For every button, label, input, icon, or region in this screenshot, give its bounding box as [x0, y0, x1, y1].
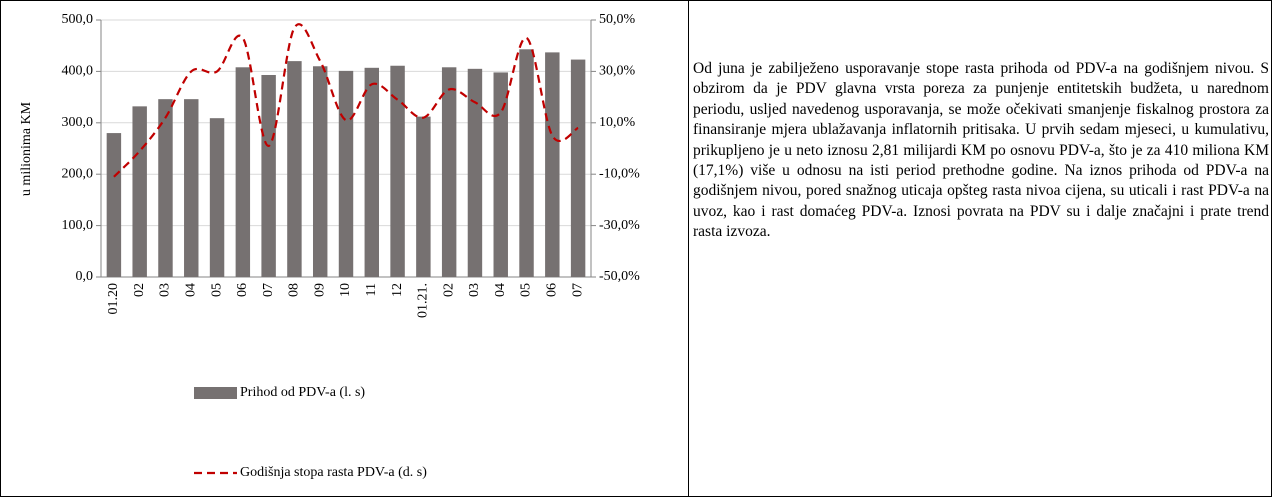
bar — [261, 74, 276, 277]
x-tick-label: 10 — [338, 283, 353, 297]
y-tick-label: 400,0 — [62, 64, 94, 79]
y2-tick-label: 50,0% — [599, 12, 636, 27]
x-tick-label: 05 — [209, 283, 224, 297]
y2-tick-label: 10,0% — [599, 115, 636, 130]
bar — [390, 65, 405, 277]
bar — [287, 61, 302, 278]
y2-tick-label: -10,0% — [599, 166, 640, 181]
x-tick-label: 02 — [441, 283, 456, 297]
bar — [312, 66, 328, 277]
x-tick-label: 08 — [287, 283, 302, 297]
x-tick-label: 03 — [158, 283, 173, 297]
bar — [184, 99, 199, 277]
x-tick-label: 01.21. — [416, 283, 431, 318]
x-tick-label: 06 — [545, 283, 560, 297]
bar — [132, 106, 147, 278]
paragraph: Od juna je zabilježeno usporavanje stope… — [693, 60, 1269, 241]
y-tick-label: 200,0 — [62, 166, 94, 181]
y-tick-label: 0,0 — [76, 269, 94, 284]
y-tick-label: 100,0 — [62, 218, 94, 233]
x-tick-label: 05 — [519, 283, 534, 297]
x-tick-label: 04 — [183, 283, 198, 297]
legend-swatch — [194, 387, 237, 399]
bar — [467, 68, 483, 277]
x-tick-label: 01.20 — [106, 283, 121, 315]
bar — [519, 49, 534, 277]
x-tick-label: 06 — [235, 283, 250, 297]
bar — [158, 99, 173, 277]
x-tick-label: 03 — [467, 283, 482, 297]
legend-label: Godišnja stopa rasta PDV-a (d. s) — [240, 465, 427, 480]
line — [113, 23, 579, 178]
bar — [416, 116, 431, 277]
x-tick-label: 12 — [390, 283, 405, 297]
chart: u milionima KM 0,0 100,0 200,0 300,0 400,0 50… — [19, 1, 689, 496]
bar — [441, 67, 457, 278]
x-tick-label: 02 — [132, 283, 147, 297]
bar — [235, 67, 251, 278]
bar — [545, 52, 560, 277]
x-tick-label: 11 — [364, 283, 379, 296]
bar — [209, 118, 225, 277]
y-axis-label: u milionima KM — [19, 101, 34, 196]
x-tick-label: 07 — [261, 283, 276, 297]
x-tick-label: 04 — [493, 283, 508, 297]
bar — [493, 72, 508, 277]
y2-tick-label: -30,0% — [599, 218, 640, 233]
y2-tick-label: 30,0% — [599, 64, 636, 79]
bar — [364, 67, 380, 277]
y-tick-label: 500,0 — [62, 12, 94, 27]
bar — [570, 59, 586, 277]
x-tick-label: 07 — [570, 283, 585, 297]
bar — [106, 133, 122, 277]
legend-label: Prihod od PDV-a (l. s) — [240, 385, 365, 400]
y2-tick-label: -50,0% — [599, 269, 640, 284]
bar — [338, 70, 354, 277]
x-tick-label: 09 — [312, 283, 327, 297]
y-tick-label: 300,0 — [62, 115, 94, 130]
